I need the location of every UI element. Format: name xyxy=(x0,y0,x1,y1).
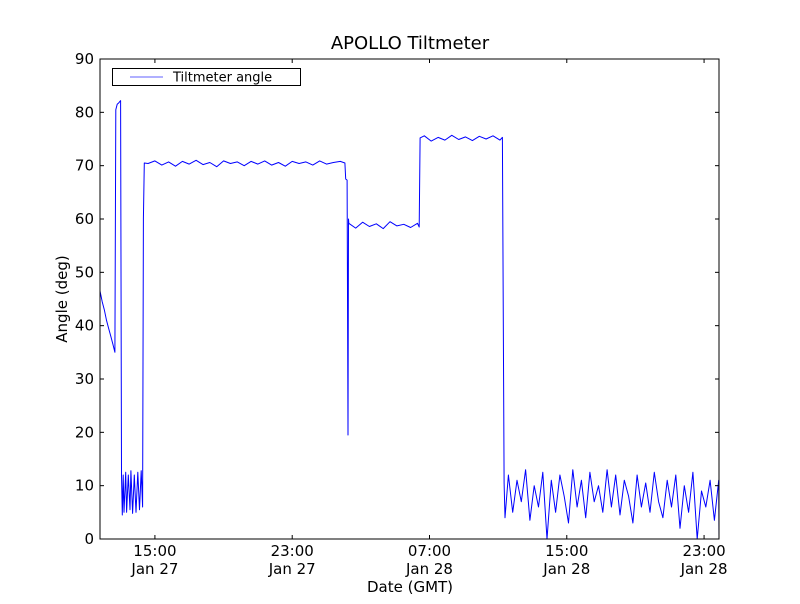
y-tick-label: 10 xyxy=(75,477,94,495)
x-tick-date-label: Jan 28 xyxy=(680,560,728,578)
x-tick-date-label: Jan 28 xyxy=(542,560,590,578)
legend: Tiltmeter angle xyxy=(112,68,301,86)
x-tick-time-label: 23:00 xyxy=(682,542,725,560)
y-tick-label: 20 xyxy=(75,423,94,441)
y-tick-label: 90 xyxy=(75,50,94,68)
y-tick-label: 70 xyxy=(75,157,94,175)
plot-area xyxy=(100,100,719,539)
y-tick-label: 30 xyxy=(75,370,94,388)
axes-frame xyxy=(99,58,720,540)
legend-box xyxy=(112,68,301,86)
x-tick-time-label: 15:00 xyxy=(133,542,176,560)
x-tick-date-label: Jan 27 xyxy=(130,560,178,578)
x-tick-time-label: 23:00 xyxy=(271,542,314,560)
y-tick-label: 80 xyxy=(75,103,94,121)
chart-title: APOLLO Tiltmeter xyxy=(331,33,490,54)
x-tick-date-label: Jan 28 xyxy=(405,560,453,578)
x-tick-date-label: Jan 27 xyxy=(268,560,316,578)
y-tick-label: 0 xyxy=(84,530,94,548)
y-axis-label: Angle (deg) xyxy=(53,255,71,342)
x-axis-label: Date (GMT) xyxy=(367,578,453,596)
y-tick-label: 50 xyxy=(75,263,94,281)
x-tick-time-label: 07:00 xyxy=(408,542,451,560)
series-line-tiltmeter-angle xyxy=(100,100,719,539)
y-tick-label: 40 xyxy=(75,317,94,335)
y-tick-label: 60 xyxy=(75,210,94,228)
x-tick-time-label: 15:00 xyxy=(545,542,588,560)
legend-label: Tiltmeter angle xyxy=(172,71,272,86)
